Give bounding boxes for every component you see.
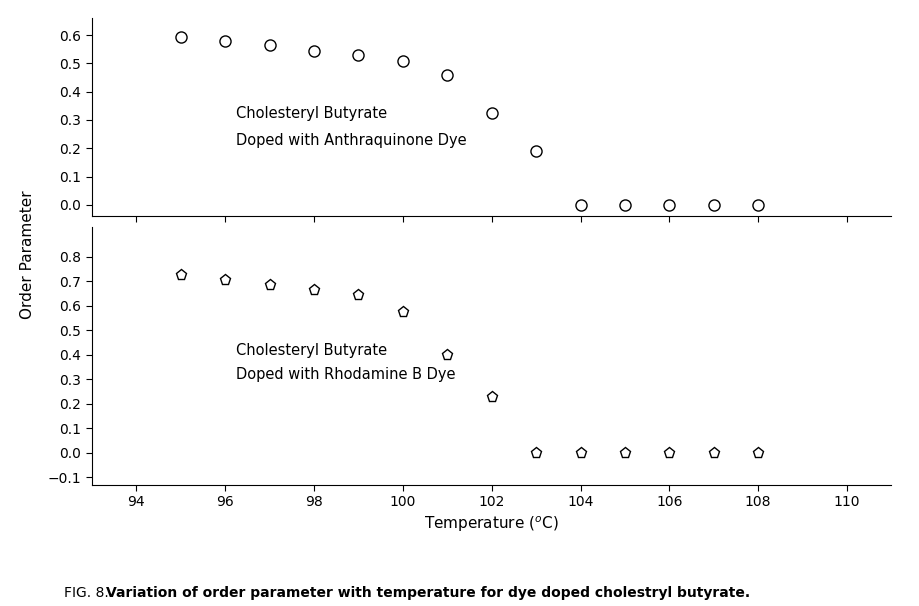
Text: Doped with Anthraquinone Dye: Doped with Anthraquinone Dye [236,133,467,148]
Text: Cholesteryl Butyrate: Cholesteryl Butyrate [236,105,387,121]
Text: Doped with Rhodamine B Dye: Doped with Rhodamine B Dye [236,367,455,382]
Text: Cholesteryl Butyrate: Cholesteryl Butyrate [236,344,387,359]
Text: FIG. 8.: FIG. 8. [64,586,113,600]
X-axis label: Temperature ($^o$C): Temperature ($^o$C) [425,514,559,534]
Text: Variation of order parameter with temperature for dye doped cholestryl butyrate.: Variation of order parameter with temper… [106,586,750,600]
Text: Order Parameter: Order Parameter [20,190,35,319]
